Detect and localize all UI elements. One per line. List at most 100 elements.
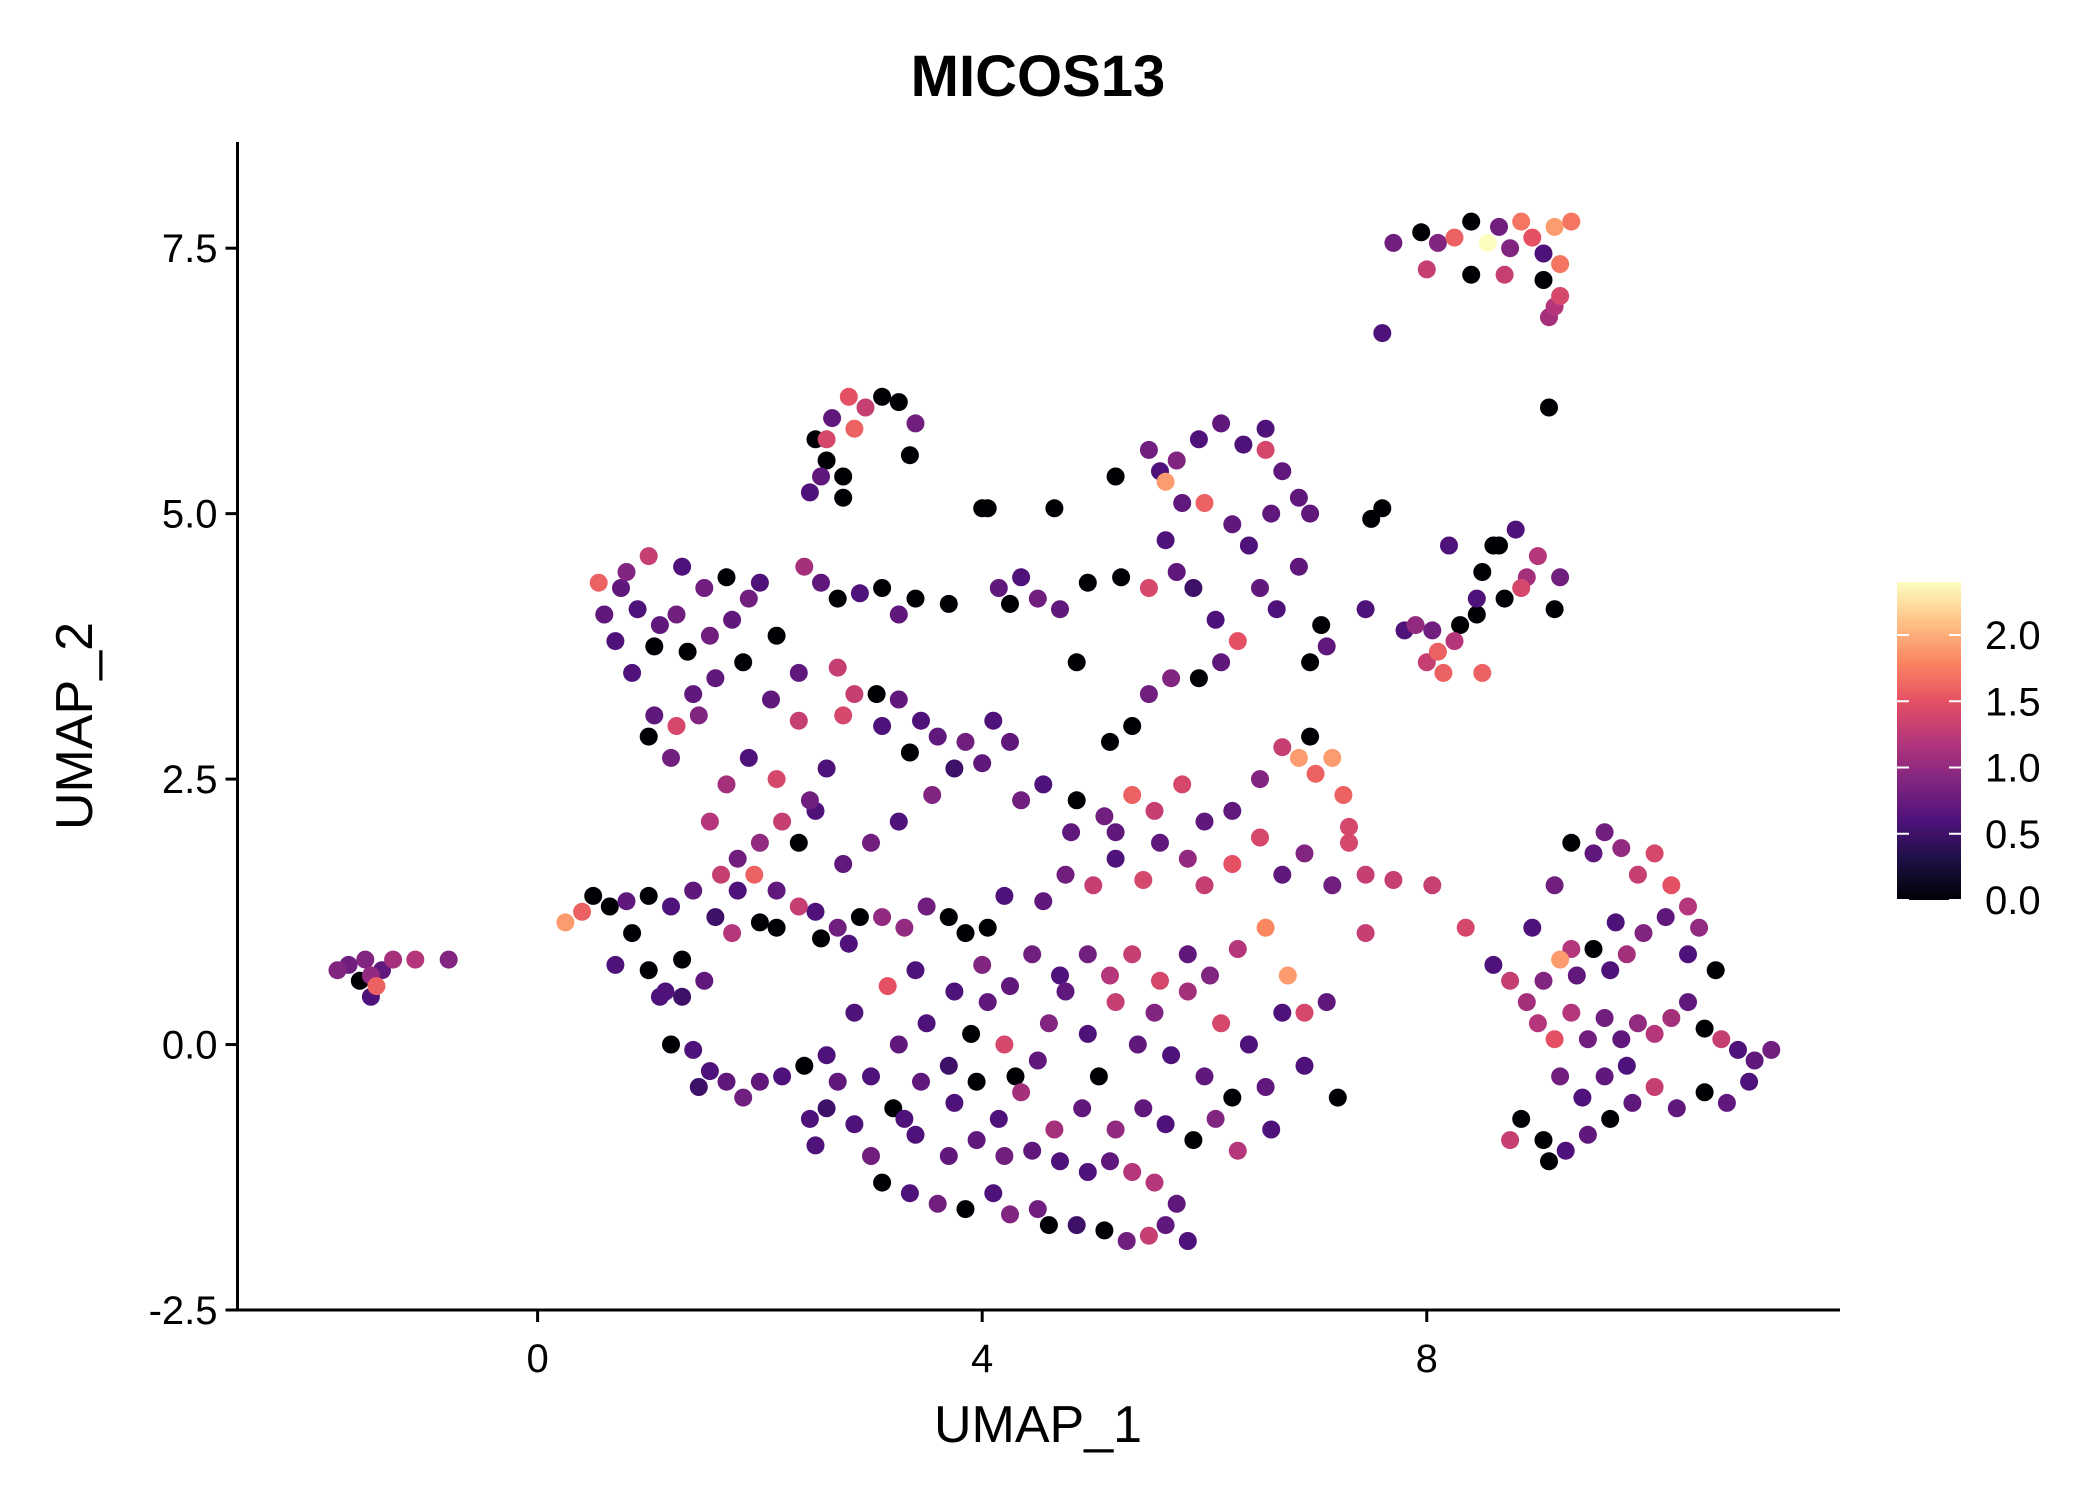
data-point	[945, 759, 964, 778]
data-point	[1656, 908, 1675, 927]
data-point	[978, 499, 997, 518]
data-point	[1251, 828, 1269, 847]
data-point	[1545, 1030, 1564, 1049]
data-point	[995, 1147, 1014, 1165]
data-point	[1223, 855, 1242, 873]
data-point	[1384, 871, 1403, 889]
data-point	[1428, 233, 1447, 252]
data-point	[1062, 823, 1081, 842]
data-point	[1595, 1009, 1614, 1027]
data-point	[700, 626, 719, 645]
colorbar-tick-label: 2.0	[1985, 614, 2041, 658]
data-point	[895, 1109, 914, 1128]
data-point	[1679, 993, 1697, 1012]
data-point	[1106, 993, 1125, 1012]
data-point	[873, 579, 892, 597]
y-tick-label: 2.5	[162, 758, 218, 802]
data-point	[1178, 1232, 1197, 1250]
x-tick-label: 0	[526, 1337, 548, 1381]
data-point	[1123, 786, 1142, 804]
data-point	[1440, 536, 1458, 555]
data-point	[1551, 287, 1570, 305]
data-point	[1662, 1009, 1681, 1027]
data-point	[1301, 727, 1320, 746]
data-point	[1540, 398, 1558, 417]
data-point	[1001, 977, 1019, 996]
data-point	[1317, 637, 1336, 656]
data-point	[1145, 1003, 1164, 1022]
y-tick-label: -2.5	[149, 1289, 218, 1333]
data-point	[684, 1040, 703, 1059]
data-point	[1695, 1083, 1714, 1102]
data-point	[878, 977, 897, 996]
data-point	[812, 929, 830, 948]
data-point	[1406, 616, 1425, 635]
data-point	[1195, 494, 1214, 512]
x-axis-ticks: 0 4 8	[526, 1310, 1438, 1381]
data-point	[1206, 610, 1225, 629]
data-point	[1012, 791, 1031, 810]
data-point	[1001, 1205, 1019, 1224]
data-point	[1534, 971, 1553, 990]
data-point	[1317, 993, 1336, 1012]
data-point	[1095, 1221, 1114, 1240]
data-point	[1323, 748, 1342, 767]
data-point	[1501, 971, 1520, 990]
data-point	[978, 993, 997, 1012]
data-point	[873, 908, 892, 927]
data-point	[1584, 844, 1603, 863]
data-point	[1039, 1216, 1058, 1235]
data-point	[1239, 1035, 1258, 1054]
data-point	[1328, 1088, 1347, 1107]
data-point	[1545, 600, 1564, 619]
data-point	[812, 467, 830, 486]
data-point	[1156, 531, 1175, 550]
data-point	[1212, 1014, 1231, 1033]
data-point	[862, 1147, 880, 1165]
data-point	[1089, 1067, 1108, 1086]
data-point	[639, 727, 658, 746]
data-point	[817, 759, 836, 778]
data-point	[650, 616, 669, 635]
data-point	[1417, 260, 1436, 279]
data-point	[1495, 265, 1514, 284]
data-point	[967, 1131, 986, 1150]
data-point	[1034, 775, 1053, 794]
data-point	[1373, 324, 1392, 343]
data-point	[1462, 265, 1481, 284]
data-point	[1051, 966, 1069, 985]
data-point	[1023, 1141, 1042, 1160]
data-point	[750, 573, 769, 592]
data-point	[1517, 993, 1536, 1012]
data-points	[328, 212, 1781, 1250]
data-point	[1428, 642, 1447, 661]
data-point	[1078, 1024, 1097, 1043]
data-point	[1623, 1093, 1642, 1112]
data-point	[673, 987, 692, 1006]
y-tick-label: 5.0	[162, 493, 218, 537]
data-point	[673, 557, 692, 576]
data-point	[1301, 653, 1320, 672]
data-point	[717, 775, 736, 794]
y-tick-label: 0.0	[162, 1024, 218, 1068]
data-point	[817, 1099, 836, 1118]
data-point	[1123, 717, 1142, 735]
data-point	[1595, 823, 1614, 842]
data-point	[1462, 212, 1481, 231]
data-point	[617, 563, 636, 581]
data-point	[806, 902, 825, 921]
data-point	[862, 1067, 880, 1086]
data-point	[1067, 791, 1086, 810]
data-point	[939, 594, 958, 613]
data-point	[900, 1184, 919, 1203]
data-point	[1356, 600, 1375, 619]
data-point	[828, 658, 847, 677]
data-point	[623, 663, 642, 682]
data-point	[1534, 271, 1553, 289]
data-point	[1445, 632, 1464, 651]
data-point	[917, 897, 936, 916]
data-point	[617, 892, 636, 911]
data-point	[1323, 876, 1342, 895]
data-point	[1573, 1088, 1592, 1107]
data-point	[789, 711, 808, 730]
